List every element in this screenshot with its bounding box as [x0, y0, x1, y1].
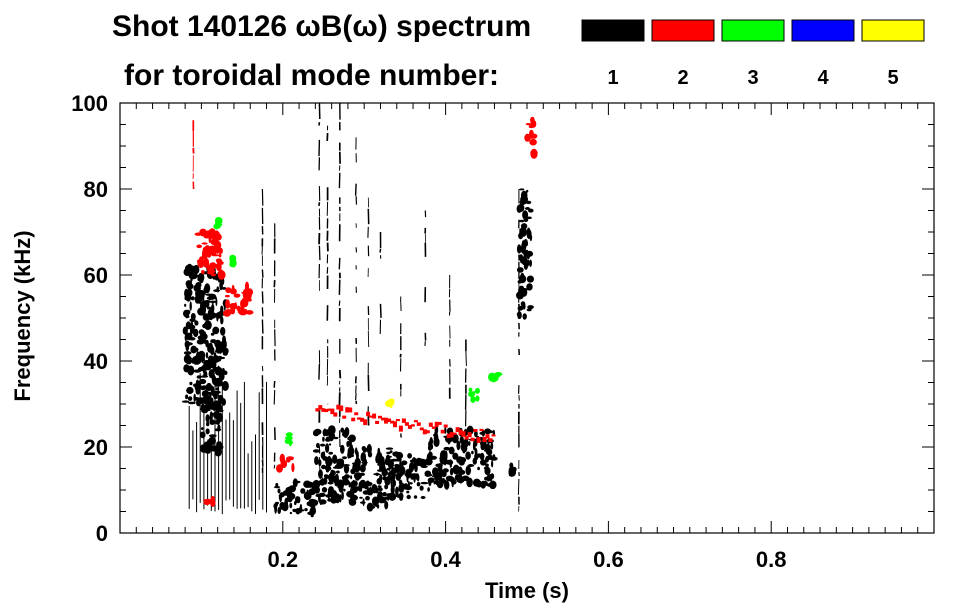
y-tick-label: 80	[84, 177, 108, 202]
y-tick-label: 60	[84, 263, 108, 288]
legend-swatch-mode-4	[791, 19, 855, 42]
spectral-feature-mode-1	[448, 274, 451, 399]
spectral-feature-mode-3	[468, 387, 480, 403]
x-tick-label: 0.4	[430, 547, 461, 572]
spectral-feature-mode-1	[326, 125, 329, 405]
legend-label-mode-3: 3	[747, 67, 758, 89]
spectral-feature-mode-2	[315, 404, 496, 443]
spectrogram-data	[181, 102, 538, 518]
spectral-feature-mode-1	[508, 462, 517, 477]
spectral-feature-mode-3	[488, 372, 503, 383]
x-tick-label: 0.2	[268, 547, 299, 572]
spectral-feature-mode-3	[213, 217, 223, 230]
legend-label-mode-1: 1	[607, 67, 618, 89]
legend-swatch-mode-2	[651, 19, 715, 42]
legend-swatch-mode-1	[581, 19, 645, 42]
spectral-feature-mode-1	[394, 451, 433, 501]
spectral-feature-mode-1	[199, 362, 225, 457]
spectral-feature-mode-2	[192, 120, 195, 190]
spectral-feature-mode-1	[354, 137, 358, 405]
x-tick-label: 0.8	[756, 547, 787, 572]
y-tick-label: 100	[71, 91, 108, 116]
x-tick-label: 0.6	[593, 547, 624, 572]
spectral-feature-mode-1	[338, 102, 342, 448]
spectral-feature-mode-2	[524, 116, 538, 159]
chart-title-line1: Shot 140126 ωB(ω) spectrum	[112, 10, 531, 43]
spectral-feature-mode-2	[202, 496, 216, 507]
spectral-feature-mode-1	[516, 188, 535, 320]
spectral-feature-mode-1	[312, 425, 359, 506]
legend-swatch-mode-5	[861, 19, 925, 42]
y-tick-label: 40	[84, 349, 108, 374]
chart-title-line2: for toroidal mode number:	[124, 59, 499, 92]
spectral-feature-mode-1	[261, 188, 264, 473]
spectral-feature-mode-3	[229, 254, 237, 268]
legend-label-mode-2: 2	[677, 67, 688, 89]
spectral-feature-mode-1	[273, 223, 276, 469]
y-tick-label: 0	[96, 521, 108, 546]
spectral-feature-mode-2	[194, 228, 226, 280]
spectral-feature-mode-1	[424, 210, 427, 347]
spectral-feature-mode-2	[223, 281, 254, 317]
plot-frame	[119, 102, 935, 534]
spectral-feature-mode-1	[517, 189, 521, 512]
spectral-feature-mode-1	[188, 373, 267, 515]
legend: 1 2 3 4 5	[581, 19, 925, 89]
spectral-feature-mode-1	[273, 478, 319, 518]
spectral-feature-mode-1	[464, 339, 467, 434]
x-axis-label: Time (s)	[485, 578, 569, 603]
spectral-feature-mode-2	[276, 453, 295, 473]
spectral-feature-mode-1	[379, 231, 382, 335]
legend-label-mode-4: 4	[817, 67, 829, 89]
spectral-feature-mode-1	[353, 444, 400, 512]
legend-label-mode-5: 5	[887, 67, 898, 89]
y-axis-label: Frequency (kHz)	[10, 230, 35, 401]
legend-swatch-mode-3	[721, 19, 785, 42]
spectral-feature-mode-1	[318, 102, 321, 472]
axis-ticks: 0.2 0.4 0.6 0.8 0 20 40 60 80 100	[71, 91, 934, 572]
spectral-feature-mode-1	[399, 296, 402, 438]
spectral-feature-mode-1	[367, 197, 370, 426]
y-tick-label: 20	[84, 435, 108, 460]
spectral-feature-mode-3	[284, 432, 294, 447]
spectral-feature-mode-5	[385, 398, 395, 409]
